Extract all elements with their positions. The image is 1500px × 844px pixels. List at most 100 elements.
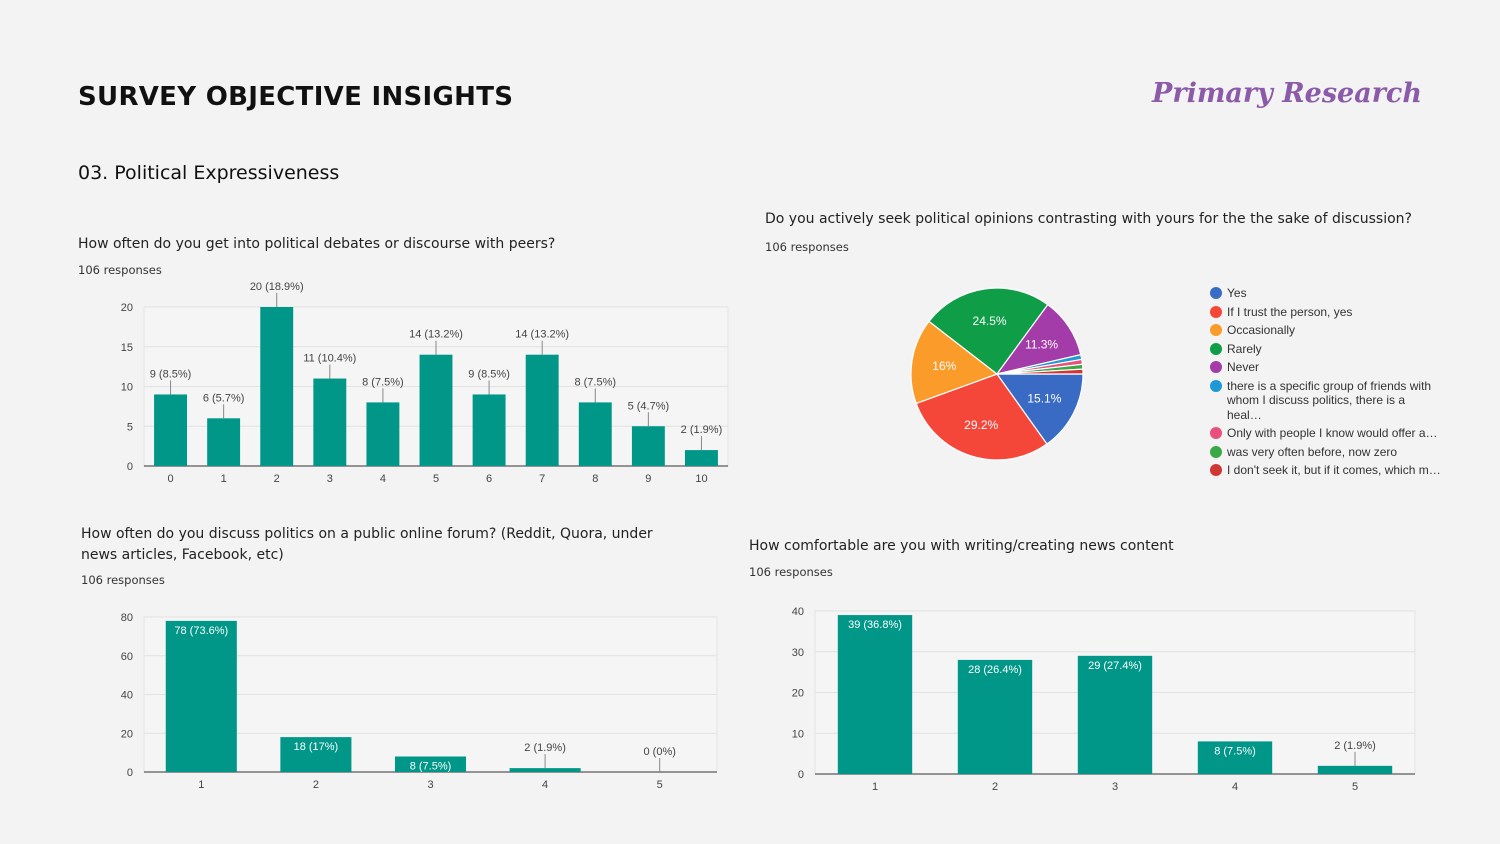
chart1-data-label: 5 (4.7%) bbox=[628, 400, 670, 412]
legend-swatch bbox=[1210, 379, 1222, 392]
chart4-bar bbox=[957, 659, 1033, 774]
chart4-data-label: 2 (1.9%) bbox=[1334, 740, 1376, 752]
chart1-bar bbox=[260, 307, 294, 466]
chart4-bar bbox=[1077, 655, 1153, 774]
chart3-y-tick: 40 bbox=[121, 690, 133, 702]
pie-slice-label: 11.3% bbox=[1025, 338, 1058, 352]
legend-label: there is a specific group of friends wit… bbox=[1227, 378, 1432, 422]
chart3-y-tick: 60 bbox=[121, 651, 133, 663]
chart3-data-label: 18 (17%) bbox=[294, 741, 339, 753]
pie-slice bbox=[996, 368, 1084, 375]
chart4-x-tick: 5 bbox=[1352, 781, 1358, 793]
chart1-x-tick: 8 bbox=[592, 473, 598, 485]
chart1-bar bbox=[419, 354, 453, 466]
chart1-responses: 106 responses bbox=[78, 263, 162, 277]
pie-slice bbox=[995, 373, 1084, 445]
chart1-x-tick: 3 bbox=[327, 473, 333, 485]
chart3-bar bbox=[394, 756, 467, 772]
chart3-x-tick: 5 bbox=[657, 779, 663, 791]
chart4-y-tick: 20 bbox=[792, 688, 804, 700]
chart4-bar bbox=[1197, 741, 1273, 774]
chart4-x-tick: 3 bbox=[1112, 781, 1118, 793]
chart4-data-label: 29 (27.4%) bbox=[1088, 660, 1142, 672]
chart1-x-tick: 7 bbox=[539, 473, 545, 485]
legend-item: Only with people I know would offer a… bbox=[1210, 426, 1442, 441]
chart1-bar bbox=[207, 418, 241, 466]
chart1-data-label: 8 (7.5%) bbox=[362, 376, 404, 388]
chart1-bar bbox=[684, 450, 718, 466]
chart4-y-tick: 10 bbox=[792, 728, 804, 740]
chart3-y-tick: 20 bbox=[121, 728, 133, 740]
legend-label: Never bbox=[1227, 360, 1260, 374]
chart3-data-label: 0 (0%) bbox=[643, 746, 675, 758]
chart1-data-label: 14 (13.2%) bbox=[409, 329, 463, 341]
chart1-data-label: 20 (18.9%) bbox=[250, 281, 304, 293]
legend-item: If I trust the person, yes bbox=[1210, 305, 1442, 320]
pie-slice-label: 29.2% bbox=[964, 418, 998, 432]
legend-item: I don't seek it, but if it comes, which … bbox=[1210, 463, 1442, 478]
chart1-bar bbox=[472, 394, 506, 466]
chart2-responses: 106 responses bbox=[765, 240, 849, 254]
chart1-bar bbox=[631, 426, 665, 466]
chart3-data-label: 8 (7.5%) bbox=[410, 761, 452, 773]
chart4-title: How comfortable are you with writing/cre… bbox=[749, 538, 1174, 554]
legend-item: Rarely bbox=[1210, 342, 1442, 357]
chart1-data-label: 9 (8.5%) bbox=[468, 368, 510, 380]
chart1-y-tick: 5 bbox=[127, 421, 133, 433]
chart3-title: How often do you discuss politics on a p… bbox=[81, 526, 653, 563]
chart4-x-tick: 2 bbox=[992, 781, 998, 793]
chart1-data-label: 11 (10.4%) bbox=[303, 353, 356, 365]
chart3-x-tick: 1 bbox=[198, 779, 204, 791]
legend-label: Occasionally bbox=[1227, 323, 1296, 337]
chart4-bar bbox=[837, 615, 913, 774]
pie-slice bbox=[928, 287, 1049, 375]
chart4-data-label: 8 (7.5%) bbox=[1214, 745, 1256, 757]
legend-swatch bbox=[1210, 361, 1222, 373]
legend-swatch bbox=[1210, 305, 1222, 318]
brand-logo: Primary Research bbox=[1152, 78, 1422, 109]
chart1-x-tick: 9 bbox=[645, 473, 651, 485]
legend-swatch bbox=[1210, 445, 1222, 458]
chart1-bar bbox=[154, 394, 188, 466]
page-title: SURVEY OBJECTIVE INSIGHTS bbox=[78, 82, 514, 112]
chart3-data-label: 2 (1.9%) bbox=[524, 742, 566, 754]
legend-swatch bbox=[1210, 287, 1222, 299]
legend-label: Rarely bbox=[1227, 341, 1262, 356]
legend-label: Yes bbox=[1227, 286, 1247, 300]
legend-swatch bbox=[1210, 324, 1222, 336]
chart3-y-tick: 0 bbox=[127, 767, 133, 779]
legend-swatch bbox=[1210, 342, 1222, 355]
section-title: 03. Political Expressiveness bbox=[78, 162, 340, 184]
chart1-bar bbox=[578, 402, 612, 466]
chart4-responses: 106 responses bbox=[749, 565, 833, 579]
legend-item: there is a specific group of friends wit… bbox=[1210, 379, 1442, 423]
chart1-x-tick: 2 bbox=[274, 473, 280, 485]
pie-slice bbox=[910, 320, 999, 405]
chart1-x-tick: 10 bbox=[695, 473, 707, 485]
chart1-x-tick: 1 bbox=[221, 473, 227, 485]
chart3-x-tick: 4 bbox=[542, 779, 548, 791]
pie-slice-label: 24.5% bbox=[973, 314, 1007, 328]
chart3-bar bbox=[165, 620, 237, 772]
legend-label: was very often before, now zero bbox=[1227, 444, 1398, 459]
chart4-bar bbox=[1317, 765, 1393, 774]
chart4-y-tick: 0 bbox=[798, 769, 804, 781]
chart1-x-tick: 0 bbox=[167, 473, 173, 485]
chart1-bar bbox=[313, 378, 347, 466]
legend-item: Yes bbox=[1210, 286, 1442, 301]
legend-label: Only with people I know would offer a… bbox=[1227, 426, 1438, 440]
chart4-data-label: 39 (36.8%) bbox=[848, 619, 902, 631]
chart1-title: How often do you get into political deba… bbox=[78, 236, 556, 252]
pie-slice-label: 16% bbox=[932, 359, 956, 373]
pie-slice-label: 15.1% bbox=[1027, 391, 1061, 405]
chart1-y-tick: 10 bbox=[121, 382, 133, 394]
pie-slice bbox=[915, 373, 1048, 461]
legend-label: I don't seek it, but if it comes, which … bbox=[1227, 463, 1441, 477]
chart4-y-tick: 30 bbox=[792, 647, 804, 659]
chart1-x-tick: 4 bbox=[380, 473, 386, 485]
chart3-x-tick: 3 bbox=[427, 779, 433, 791]
chart1-data-label: 9 (8.5%) bbox=[150, 368, 192, 380]
legend-swatch bbox=[1210, 464, 1222, 476]
chart1-y-tick: 15 bbox=[121, 342, 133, 354]
